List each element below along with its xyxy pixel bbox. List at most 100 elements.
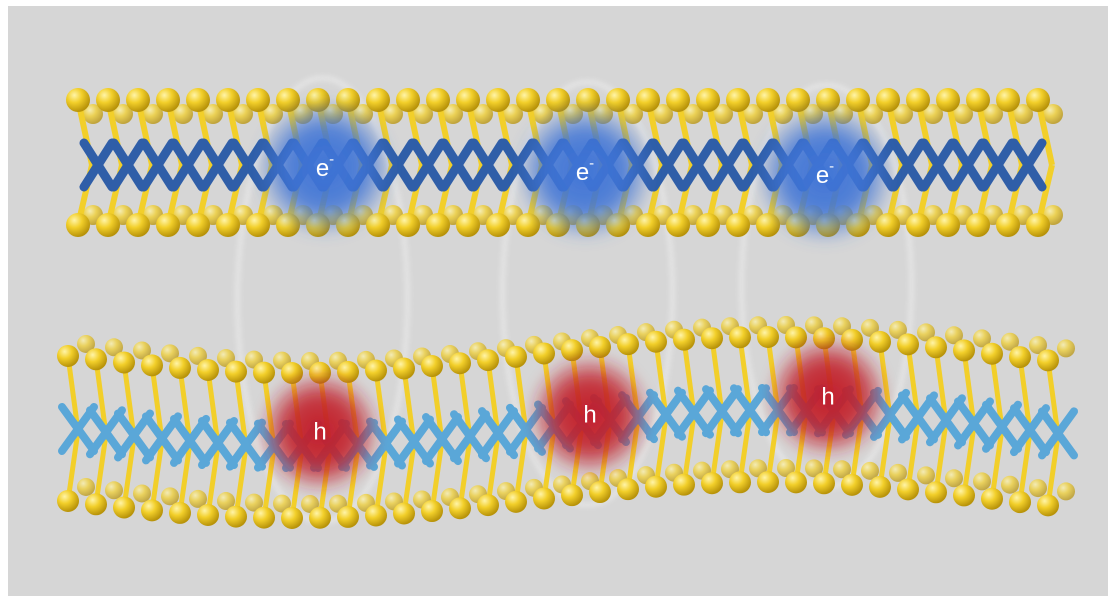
hole-cloud: h: [258, 370, 382, 494]
electron-cloud: e-: [755, 105, 895, 245]
chalcogen-atom: [983, 104, 1003, 124]
chalcogen-atom: [645, 330, 667, 353]
chalcogen-atom: [673, 328, 695, 351]
bond: [149, 365, 165, 441]
chalcogen-atom: [156, 213, 180, 237]
metal-bond: [109, 138, 147, 192]
chalcogen-atom: [696, 88, 720, 112]
chalcogen-atom: [846, 88, 870, 112]
chalcogen-atom: [996, 88, 1020, 112]
chalcogen-atom: [917, 466, 935, 485]
chalcogen-atom: [906, 213, 930, 237]
chalcogen-atom: [245, 493, 263, 512]
chalcogen-atom: [533, 342, 555, 365]
chalcogen-atom: [365, 504, 387, 527]
chalcogen-atom: [973, 472, 991, 491]
chalcogen-atom: [683, 104, 703, 124]
bond: [177, 367, 193, 444]
electron-symbol: e: [316, 155, 329, 182]
chalcogen-atom: [606, 88, 630, 112]
chalcogen-atom: [833, 460, 851, 479]
chalcogen-atom: [396, 213, 420, 237]
chalcogen-atom: [105, 338, 123, 357]
chalcogen-atom: [246, 213, 270, 237]
metal-bond: [169, 138, 207, 192]
chalcogen-atom: [757, 471, 779, 494]
chalcogen-atom: [726, 213, 750, 237]
bond: [233, 446, 249, 517]
metal-bond: [919, 138, 957, 192]
chalcogen-atom: [777, 459, 795, 478]
metal-bond: [709, 138, 747, 192]
metal-bond: [139, 138, 177, 192]
metal-bond: [1009, 138, 1047, 192]
chalcogen-atom: [701, 472, 723, 495]
metal-bond: [679, 138, 717, 192]
bond: [373, 370, 389, 446]
chalcogen-atom: [953, 484, 975, 507]
metal-bond: [730, 384, 770, 437]
chalcogen-atom: [1026, 213, 1050, 237]
exciton-carriers: e-he-he-h: [255, 98, 895, 494]
chalcogen-atom: [126, 88, 150, 112]
chalcogen-atom: [421, 355, 443, 378]
chalcogen-atom: [729, 471, 751, 494]
hole-glow: [766, 335, 890, 459]
chalcogen-atom: [713, 104, 733, 124]
chalcogen-atom: [105, 481, 123, 500]
chalcogen-atom: [561, 484, 583, 507]
chalcogen-atom: [1057, 339, 1075, 358]
chalcogen-atom: [1029, 336, 1047, 355]
chalcogen-atom: [186, 88, 210, 112]
bond: [93, 358, 109, 435]
bond: [513, 431, 529, 503]
metal-bond: [1038, 407, 1078, 460]
bond: [933, 346, 949, 423]
chalcogen-atom: [653, 104, 673, 124]
chalcogen-atom: [996, 213, 1020, 237]
chalcogen-atom: [617, 333, 639, 356]
chalcogen-atom: [281, 506, 303, 529]
hole-label: h: [583, 402, 596, 429]
chalcogen-atom: [77, 477, 95, 496]
electron-glow: [255, 98, 395, 238]
metal-bond: [649, 138, 687, 192]
chalcogen-atom: [449, 352, 471, 375]
electron-label: e-: [576, 155, 594, 186]
chalcogen-atom: [893, 104, 913, 124]
chalcogen-atom: [133, 341, 151, 360]
chalcogen-atom: [743, 104, 763, 124]
chalcogen-atom: [757, 326, 779, 349]
chalcogen-atom: [189, 346, 207, 365]
chalcogen-atom: [645, 475, 667, 498]
chalcogen-atom: [85, 348, 107, 371]
bond: [709, 337, 725, 414]
chalcogen-atom: [449, 497, 471, 520]
chalcogen-atom: [673, 473, 695, 496]
chalcogen-atom: [189, 489, 207, 508]
bond: [989, 353, 1005, 430]
chalcogen-atom: [161, 344, 179, 363]
chalcogen-atom: [77, 334, 95, 353]
chalcogen-atom: [96, 213, 120, 237]
chalcogen-atom: [729, 326, 751, 349]
chalcogen-atom: [217, 492, 235, 511]
chalcogen-atom: [169, 501, 191, 524]
chalcogen-atom: [861, 318, 879, 337]
metal-bond: [198, 417, 238, 470]
electron-glow: [515, 102, 655, 242]
chalcogen-atom: [785, 471, 807, 494]
chalcogen-atom: [805, 459, 823, 478]
bond: [177, 442, 193, 514]
bond: [737, 411, 753, 483]
chalcogen-atom: [83, 104, 103, 124]
chalcogen-atom: [1001, 332, 1019, 351]
chalcogen-atom: [161, 487, 179, 506]
chalcogen-atom: [897, 478, 919, 501]
chalcogen-atom: [486, 88, 510, 112]
chalcogen-atom: [1013, 104, 1033, 124]
chalcogen-atom: [216, 88, 240, 112]
bond: [205, 369, 221, 446]
chalcogen-atom: [925, 336, 947, 359]
